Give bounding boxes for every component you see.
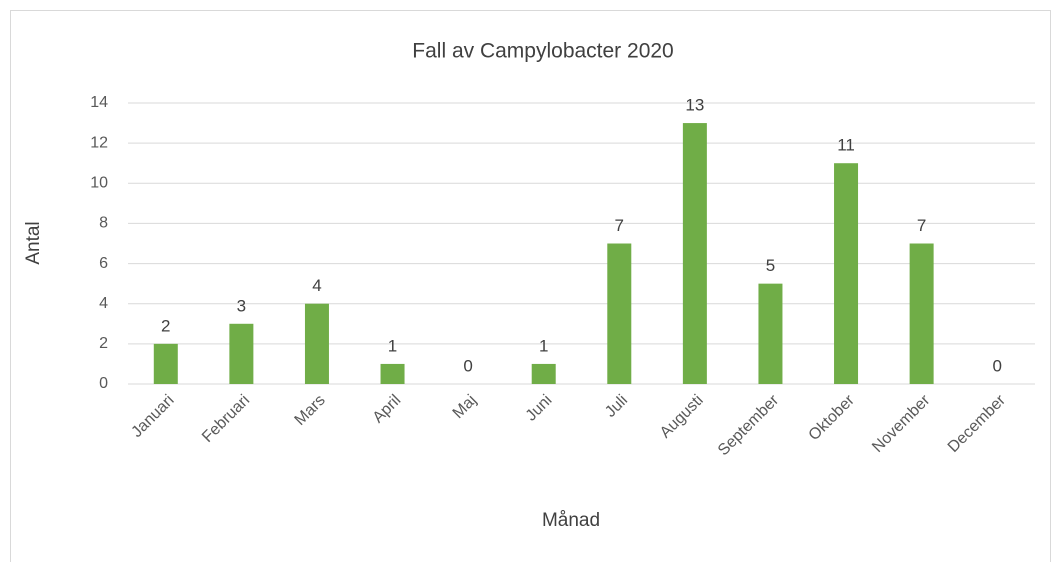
x-tick-label: Maj: [450, 392, 480, 422]
value-label: 0: [992, 356, 1001, 375]
x-tick-label: Juli: [602, 392, 631, 421]
value-label: 4: [312, 276, 321, 295]
y-tick-label: 6: [99, 255, 108, 272]
x-tick-label: Juni: [523, 392, 556, 425]
bar: [380, 363, 405, 384]
bar: [531, 363, 556, 384]
chart-title: Fall av Campylobacter 2020: [412, 40, 673, 63]
x-tick-label: Augusti: [657, 392, 707, 442]
y-tick-label: 0: [99, 375, 108, 392]
value-label: 1: [388, 336, 397, 355]
y-tick-label: 12: [90, 134, 108, 151]
y-tick-label: 2: [99, 335, 108, 352]
x-tick-label: April: [370, 392, 405, 427]
x-tick-label: November: [869, 391, 934, 456]
bar: [682, 123, 707, 385]
y-tick-label: 10: [90, 175, 108, 192]
y-tick-label: 8: [99, 215, 108, 232]
y-tick-label: 4: [99, 295, 108, 312]
bar: [153, 343, 178, 384]
y-axis-label: Antal: [23, 221, 44, 264]
bar: [909, 243, 934, 384]
value-label: 2: [161, 316, 170, 335]
value-label: 13: [685, 96, 704, 115]
bar: [304, 303, 329, 384]
x-tick-label: Oktober: [806, 391, 859, 444]
x-tick-label: December: [945, 391, 1010, 456]
y-tick-label: 14: [90, 94, 108, 111]
x-tick-label: Februari: [199, 392, 253, 446]
value-label: 11: [837, 136, 855, 155]
value-label: 7: [917, 216, 926, 235]
bar: [607, 243, 632, 384]
chart-frame: [10, 10, 1051, 562]
value-label: 0: [463, 356, 472, 375]
value-label: 1: [539, 336, 548, 355]
bar: [758, 283, 783, 384]
value-label: 7: [615, 216, 624, 235]
x-axis-label: Månad: [542, 510, 600, 531]
bar: [834, 163, 859, 384]
x-tick-label: Mars: [292, 392, 329, 429]
value-label: 3: [237, 296, 246, 315]
x-tick-label: September: [715, 391, 783, 459]
x-tick-label: Januari: [128, 392, 177, 441]
bar: [229, 323, 254, 384]
value-label: 5: [766, 256, 775, 275]
